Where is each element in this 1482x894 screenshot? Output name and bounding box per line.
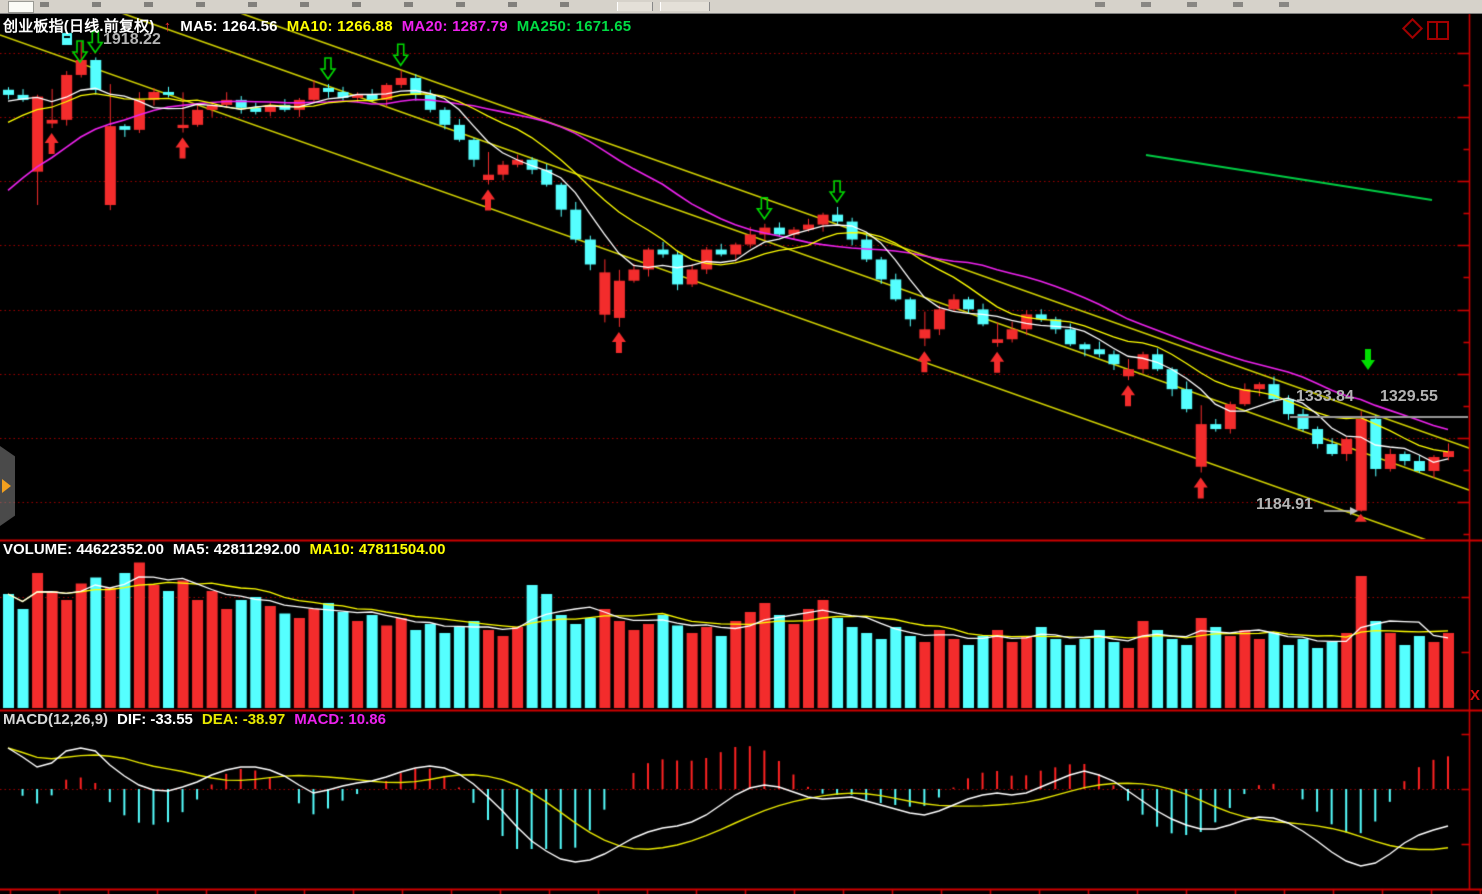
macd-title: MACD(12,26,9) (3, 711, 109, 728)
macd-header: MACD(12,26,9) DIF: -33.55 DEA: -38.97 MACD:… (3, 711, 395, 728)
ma10-value: MA10: 1266.88 (286, 18, 393, 35)
dif-value: DIF: -33.55 (117, 711, 193, 728)
symbol-title: 创业板指(日线.前复权) (3, 18, 155, 35)
expand-arrow-icon (2, 479, 11, 493)
dea-value: DEA: -38.97 (201, 711, 286, 728)
price-label: 1184.91 (1256, 496, 1313, 513)
ma5-value: MA5: 1264.56 (180, 18, 278, 35)
ma250-value: MA250: 1671.65 (516, 18, 632, 35)
volume-ma10-value: MA10: 47811504.00 (309, 541, 446, 558)
close-pane-button[interactable]: X (1470, 687, 1481, 704)
volume-value: VOLUME: 44622352.00 (3, 541, 164, 558)
main-chart-header: 创业板指(日线.前复权) ↑ MA5: 1264.56 MA10: 1266.88 MA… (3, 15, 640, 36)
split-window-icon[interactable] (1427, 21, 1449, 40)
price-label: 1333.84 (1296, 388, 1354, 405)
sidebar-expand-handle[interactable] (0, 446, 15, 526)
volume-ma5-value: MA5: 42811292.00 (172, 541, 301, 558)
toolbar-red-button-1[interactable] (617, 2, 653, 11)
toolbar-red-button-2[interactable] (660, 2, 710, 11)
ma20-value: MA20: 1287.79 (401, 18, 508, 35)
macd-value: MACD: 10.86 (294, 711, 386, 728)
price-label: 1918.22 (103, 31, 161, 48)
volume-header: VOLUME: 44622352.00 MA5: 42811292.00 MA10:… (3, 541, 454, 558)
toolbar-field[interactable] (8, 1, 34, 13)
price-label: 1329.55 (1380, 388, 1438, 405)
trend-up-icon: ↑ (163, 18, 172, 35)
top-menu-toolbar[interactable] (0, 0, 1482, 14)
